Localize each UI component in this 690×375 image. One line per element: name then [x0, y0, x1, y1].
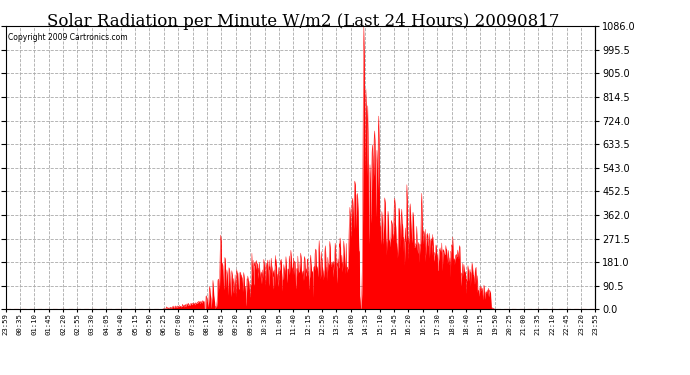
- Text: Solar Radiation per Minute W/m2 (Last 24 Hours) 20090817: Solar Radiation per Minute W/m2 (Last 24…: [48, 13, 560, 30]
- Text: Copyright 2009 Cartronics.com: Copyright 2009 Cartronics.com: [8, 33, 128, 42]
